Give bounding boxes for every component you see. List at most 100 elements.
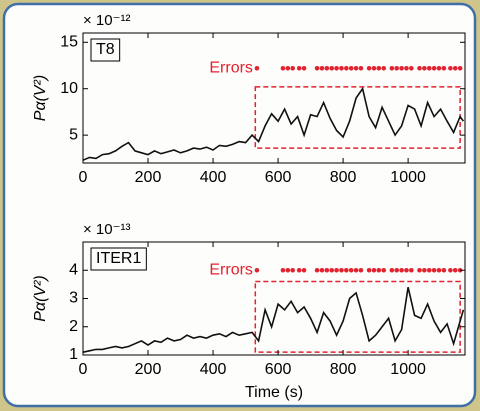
x-tick-label: 0	[79, 169, 88, 186]
error-marker	[358, 267, 364, 273]
error-marker	[324, 267, 330, 273]
error-marker	[353, 65, 359, 71]
error-marker	[324, 65, 330, 71]
error-marker	[254, 65, 260, 71]
error-marker	[285, 65, 291, 71]
series-label: ITER1	[96, 250, 141, 267]
error-marker	[314, 65, 320, 71]
error-marker	[285, 267, 291, 273]
y-axis-label: Pα(V²)	[32, 75, 49, 121]
offset-label: × 10⁻¹³	[83, 221, 131, 238]
error-marker	[371, 65, 377, 71]
x-tick-label: 200	[135, 361, 162, 378]
error-marker	[409, 267, 414, 273]
y-tick-label: 3	[69, 290, 78, 307]
data-line	[82, 86, 465, 161]
error-marker	[448, 65, 453, 71]
error-marker	[296, 267, 302, 273]
error-marker	[394, 267, 400, 273]
markers-label: Errors	[209, 60, 253, 77]
error-marker	[314, 267, 320, 273]
error-marker	[301, 267, 307, 273]
error-marker	[448, 267, 453, 273]
x-tick-label: 1000	[390, 361, 426, 378]
x-tick-label: 600	[265, 169, 292, 186]
error-marker	[348, 65, 354, 71]
error-marker	[366, 267, 372, 273]
error-marker	[431, 65, 437, 71]
error-marker	[389, 267, 395, 273]
error-marker	[344, 65, 349, 71]
error-marker	[409, 65, 414, 71]
error-marker	[371, 267, 377, 273]
error-marker	[280, 65, 286, 71]
error-marker	[399, 65, 404, 71]
error-marker	[381, 65, 387, 71]
error-marker	[452, 267, 458, 273]
axes-frame	[82, 32, 466, 164]
error-marker	[394, 65, 400, 71]
data-line	[82, 287, 465, 353]
error-marker	[329, 65, 335, 71]
error-marker	[344, 267, 349, 273]
error-marker	[329, 267, 335, 273]
offset-label: × 10⁻¹²	[83, 12, 131, 29]
x-axis-label: Time (s)	[245, 384, 303, 401]
error-marker	[290, 65, 295, 71]
error-marker	[399, 267, 404, 273]
error-marker	[358, 65, 364, 71]
error-marker	[426, 65, 432, 71]
series-label-box	[90, 247, 147, 271]
y-tick-label: 5	[69, 126, 78, 143]
error-marker	[441, 65, 447, 71]
x-tick-label: 0	[79, 361, 88, 378]
markers-label: Errors	[209, 261, 253, 278]
x-tick-label: 200	[135, 169, 162, 186]
y-tick-label: 15	[60, 34, 78, 51]
error-marker	[422, 267, 427, 273]
error-marker	[353, 267, 359, 273]
error-marker	[404, 65, 409, 71]
y-tick-label: 2	[69, 318, 78, 335]
error-marker	[301, 65, 307, 71]
error-marker	[417, 267, 422, 273]
x-tick-label: 400	[200, 361, 227, 378]
error-marker	[366, 65, 372, 71]
y-tick-label: 4	[69, 261, 78, 278]
error-marker	[436, 267, 442, 273]
error-marker	[452, 65, 458, 71]
series-label: T8	[96, 41, 115, 58]
panel	[2, 2, 477, 408]
x-tick-label: 400	[200, 169, 227, 186]
highlight-region	[254, 280, 461, 353]
error-marker	[441, 267, 447, 273]
series-label-box	[90, 38, 121, 62]
error-marker	[426, 267, 432, 273]
error-marker	[376, 65, 382, 71]
error-marker	[436, 65, 442, 71]
error-marker	[296, 65, 302, 71]
error-marker	[339, 267, 344, 273]
error-marker	[280, 267, 286, 273]
x-tick-label: 800	[330, 169, 357, 186]
error-marker	[389, 65, 395, 71]
error-marker	[319, 65, 325, 71]
y-tick-label: 1	[69, 346, 78, 363]
error-marker	[339, 65, 344, 71]
y-axis-label: Pα(V²)	[32, 275, 49, 321]
error-marker	[334, 65, 339, 71]
error-marker	[348, 267, 354, 273]
y-tick-label: 10	[60, 80, 78, 97]
error-marker	[254, 267, 260, 273]
error-marker	[404, 267, 409, 273]
error-marker	[319, 267, 325, 273]
error-marker	[457, 65, 463, 71]
x-tick-label: 1000	[390, 169, 426, 186]
error-marker	[381, 267, 387, 273]
error-marker	[417, 65, 422, 71]
error-marker	[290, 267, 295, 273]
error-marker	[334, 267, 339, 273]
error-marker	[422, 65, 427, 71]
